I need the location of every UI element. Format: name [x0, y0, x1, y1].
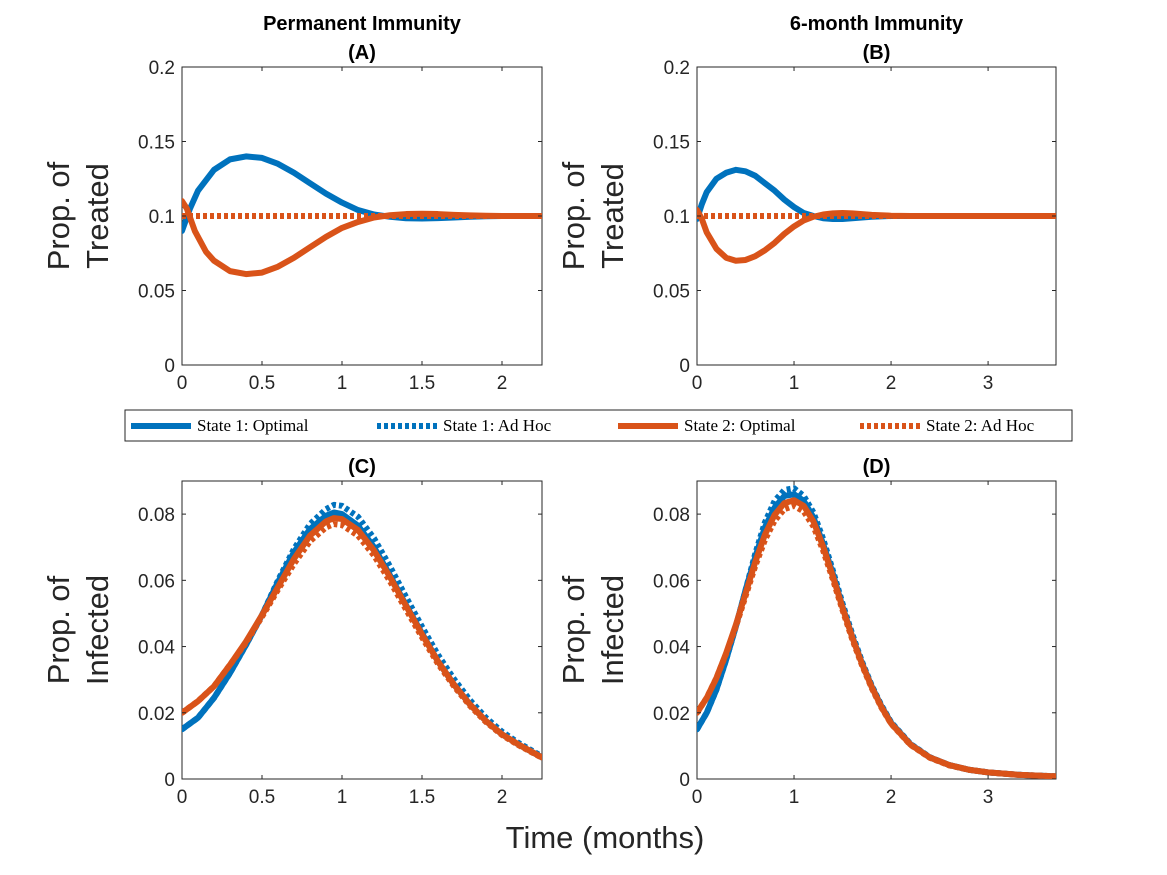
y-tick-label: 0.02: [653, 704, 690, 725]
x-tick-label: 1: [337, 787, 348, 808]
y-tick-label: 0.15: [138, 133, 175, 154]
chart-panel-4: 0 1 2 3 0 0.02 0.04 0.06 0.08 Prop. of Infected (D): [556, 456, 1057, 808]
y-tick-label: 0.15: [653, 133, 690, 154]
legend-label: State 2: Ad Hoc: [926, 416, 1035, 435]
x-tick-label: 2: [886, 787, 897, 808]
x-tick-label: 0.5: [249, 373, 275, 394]
chart-subtitle: (B): [863, 42, 891, 64]
x-tick-label: 3: [983, 373, 994, 394]
series-line-state-2-ad-hoc: [697, 502, 1056, 779]
y-axis-label: Prop. of: [556, 161, 591, 270]
chart-title: 6-month Immunity: [790, 13, 964, 35]
y-tick-label: 0.1: [664, 207, 690, 228]
plot-area: [181, 480, 543, 780]
x-tick-label: 2: [497, 373, 508, 394]
x-tick-label: 0: [692, 787, 703, 808]
legend-label: State 1: Ad Hoc: [443, 416, 552, 435]
y-axis-label: Prop. of: [556, 575, 591, 684]
legend-entry: State 2: Ad Hoc: [860, 416, 1035, 435]
y-tick-label: 0.08: [138, 505, 175, 526]
y-axis-label: Prop. of: [41, 575, 76, 684]
y-axis-label: Prop. of: [41, 161, 76, 270]
y-tick-label: 0.04: [653, 638, 690, 659]
y-tick-label: 0.08: [653, 505, 690, 526]
series-group: [182, 153, 542, 278]
y-axis-label: Infected: [595, 575, 630, 685]
x-tick-label: 0: [177, 787, 188, 808]
y-tick-label: 0.2: [149, 58, 175, 79]
chart-title: (D): [863, 456, 891, 478]
chart-panel-2: 0 1 2 3 0 0.05 0.1 0.15 0.2 Prop. of Treated 6-mont…: [556, 13, 1057, 394]
x-tick-label: 1: [337, 373, 348, 394]
legend-label: State 2: Optimal: [684, 416, 796, 435]
figure-x-axis-label: Time (months): [506, 820, 705, 855]
chart-panel-3: 0 0.5 1 1.5 2 0 0.02 0.04 0.06 0.08 Prop. of Infect…: [41, 456, 543, 808]
plot-area: [696, 480, 1057, 780]
y-tick-label: 0.06: [138, 571, 175, 592]
y-tick-label: 0.04: [138, 638, 175, 659]
x-tick-label: 0: [177, 373, 188, 394]
y-tick-label: 0.02: [138, 704, 175, 725]
chart-title: (C): [348, 456, 376, 478]
legend-entry: State 1: Optimal: [131, 416, 309, 435]
legend-box: [124, 409, 1073, 442]
series-line-state-2-optimal: [697, 207, 1056, 264]
legend-label: State 1: Optimal: [197, 416, 309, 435]
y-tick-label: 0: [164, 770, 175, 791]
series-group: [697, 166, 1056, 264]
series-line-state-2-ad-hoc: [182, 521, 542, 761]
y-tick-label: 0.05: [138, 282, 175, 303]
x-tick-label: 1.5: [409, 373, 435, 394]
legend-entry: State 1: Ad Hoc: [377, 416, 552, 435]
x-tick-label: 2: [886, 373, 897, 394]
chart-title: Permanent Immunity: [263, 13, 462, 35]
x-tick-label: 1.5: [409, 787, 435, 808]
legend: State 1: Optimal State 1: Ad Hoc State 2: …: [124, 409, 1073, 442]
x-tick-label: 1: [789, 373, 800, 394]
chart-panel-1: 0 0.5 1 1.5 2 0 0.05 0.1 0.15 0.2 Prop. of Treated P…: [41, 13, 543, 394]
y-tick-label: 0.2: [664, 58, 690, 79]
y-axis-label: Treated: [595, 163, 630, 269]
series-group: [697, 485, 1056, 779]
x-tick-label: 1: [789, 787, 800, 808]
y-tick-label: 0.1: [149, 207, 175, 228]
x-tick-label: 0: [692, 373, 703, 394]
y-tick-label: 0.06: [653, 571, 690, 592]
x-tick-label: 2: [497, 787, 508, 808]
legend-entry: State 2: Optimal: [618, 416, 796, 435]
y-axis-label: Treated: [80, 163, 115, 269]
y-tick-label: 0: [164, 356, 175, 377]
y-tick-label: 0: [679, 356, 690, 377]
x-tick-label: 0.5: [249, 787, 275, 808]
y-tick-label: 0: [679, 770, 690, 791]
x-tick-label: 3: [983, 787, 994, 808]
series-group: [182, 501, 542, 761]
y-tick-label: 0.05: [653, 282, 690, 303]
y-axis-label: Infected: [80, 575, 115, 685]
chart-subtitle: (A): [348, 42, 376, 64]
